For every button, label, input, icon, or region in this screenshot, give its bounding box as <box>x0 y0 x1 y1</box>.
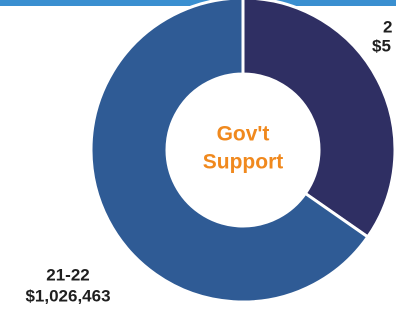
title-fragment <box>0 0 396 6</box>
annotation: 2 <box>383 17 392 36</box>
slice-label: 21-22 <box>46 265 89 284</box>
center-text: Gov't <box>217 123 270 146</box>
center-text: Support <box>203 151 283 174</box>
donut-slice <box>241 0 396 239</box>
annotation: $5 <box>372 36 391 55</box>
donut-slice <box>89 0 370 304</box>
value-label: $1,026,463 <box>25 286 110 305</box>
